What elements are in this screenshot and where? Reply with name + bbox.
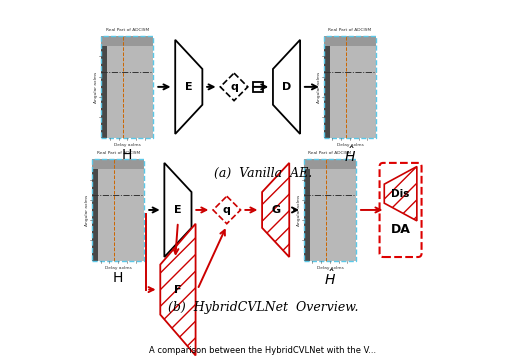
Text: Real Part of ADCISM: Real Part of ADCISM bbox=[97, 151, 140, 155]
Text: DA: DA bbox=[391, 223, 410, 236]
Polygon shape bbox=[262, 163, 289, 257]
Text: (b)  HybridCVLNet  Overview.: (b) HybridCVLNet Overview. bbox=[168, 301, 358, 314]
Text: A comparison between the HybridCVLNet with the V...: A comparison between the HybridCVLNet wi… bbox=[149, 346, 377, 355]
Bar bbox=[92, 159, 145, 261]
Polygon shape bbox=[160, 224, 196, 355]
Bar bbox=[92, 159, 145, 169]
Text: E: E bbox=[174, 205, 182, 215]
Text: Dis: Dis bbox=[391, 189, 410, 199]
Text: q: q bbox=[223, 205, 231, 215]
Polygon shape bbox=[385, 167, 417, 221]
Text: D: D bbox=[282, 82, 291, 92]
Text: $\hat{H}$: $\hat{H}$ bbox=[344, 145, 356, 165]
Bar bbox=[304, 159, 356, 261]
Polygon shape bbox=[273, 40, 300, 134]
Bar bbox=[101, 36, 154, 138]
Text: Angular axlms: Angular axlms bbox=[94, 71, 98, 102]
Bar bbox=[323, 36, 376, 46]
Text: Angular axlms: Angular axlms bbox=[317, 71, 321, 102]
Text: F: F bbox=[174, 285, 181, 295]
Bar bbox=[323, 36, 376, 138]
Bar bbox=[92, 159, 145, 261]
Polygon shape bbox=[220, 73, 248, 101]
Bar bbox=[92, 159, 98, 261]
Text: E: E bbox=[185, 82, 193, 92]
Text: Delay axlms: Delay axlms bbox=[105, 266, 132, 270]
Bar bbox=[101, 36, 154, 138]
Text: Real Part of ADCISM: Real Part of ADCISM bbox=[308, 151, 351, 155]
Text: Delay axlms: Delay axlms bbox=[317, 266, 343, 270]
Text: H: H bbox=[122, 148, 133, 162]
Polygon shape bbox=[164, 163, 191, 257]
Text: (a)  Vanilla  AE.: (a) Vanilla AE. bbox=[214, 167, 312, 180]
Text: Delay axlms: Delay axlms bbox=[114, 143, 140, 147]
Bar bbox=[304, 159, 356, 169]
Bar bbox=[101, 36, 107, 138]
Text: Angular axlms: Angular axlms bbox=[85, 194, 89, 226]
Text: q: q bbox=[230, 82, 238, 92]
Text: Real Part of ADCISM: Real Part of ADCISM bbox=[328, 28, 371, 32]
Text: $\hat{H}$: $\hat{H}$ bbox=[324, 268, 336, 288]
Bar bbox=[323, 36, 376, 138]
Bar bbox=[304, 159, 356, 261]
Text: G: G bbox=[271, 205, 280, 215]
Text: H: H bbox=[113, 271, 124, 285]
Polygon shape bbox=[213, 196, 240, 224]
FancyBboxPatch shape bbox=[380, 163, 421, 257]
Polygon shape bbox=[175, 40, 203, 134]
Text: Angular axlms: Angular axlms bbox=[297, 194, 301, 226]
Bar bbox=[101, 36, 154, 46]
Bar bbox=[323, 36, 330, 138]
Text: Delay axlms: Delay axlms bbox=[337, 143, 363, 147]
Bar bbox=[253, 82, 264, 92]
Bar bbox=[304, 159, 310, 261]
Text: Real Part of ADCISM: Real Part of ADCISM bbox=[106, 28, 149, 32]
